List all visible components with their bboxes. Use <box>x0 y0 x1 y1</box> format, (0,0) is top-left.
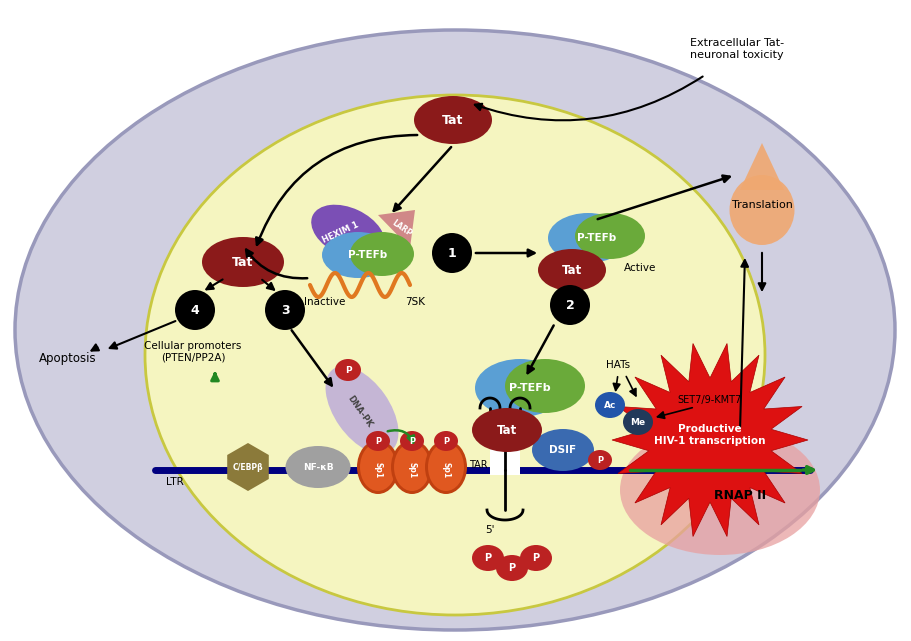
Ellipse shape <box>350 232 414 276</box>
Ellipse shape <box>428 443 464 491</box>
Text: P: P <box>375 437 381 445</box>
Text: Translation: Translation <box>732 200 793 210</box>
Circle shape <box>432 233 472 273</box>
Text: P: P <box>532 553 539 563</box>
Text: LARP: LARP <box>390 218 414 238</box>
Ellipse shape <box>623 409 653 435</box>
Ellipse shape <box>538 249 606 291</box>
Ellipse shape <box>322 232 394 278</box>
Ellipse shape <box>496 555 528 581</box>
Ellipse shape <box>425 440 467 494</box>
Ellipse shape <box>505 359 585 413</box>
Ellipse shape <box>335 359 361 381</box>
Text: SET7/9-KMT7: SET7/9-KMT7 <box>678 395 742 405</box>
Text: C/EBPβ: C/EBPβ <box>232 463 263 472</box>
Text: TAR: TAR <box>468 460 487 470</box>
Ellipse shape <box>532 429 594 471</box>
Text: Active: Active <box>624 263 656 273</box>
Ellipse shape <box>730 175 794 245</box>
FancyBboxPatch shape <box>490 390 520 475</box>
Text: 3: 3 <box>281 303 290 317</box>
Ellipse shape <box>548 213 628 263</box>
Text: Inactive: Inactive <box>304 297 345 307</box>
Text: DNA-PK: DNA-PK <box>346 394 374 429</box>
Text: 5': 5' <box>486 525 495 535</box>
Ellipse shape <box>285 446 351 488</box>
Text: Productive
HIV-1 transcription: Productive HIV-1 transcription <box>654 424 766 445</box>
Ellipse shape <box>145 95 765 615</box>
Text: RNAP II: RNAP II <box>714 488 766 501</box>
Ellipse shape <box>325 366 398 454</box>
Text: P-TEFb: P-TEFb <box>509 383 551 393</box>
Text: P: P <box>443 437 449 445</box>
Polygon shape <box>378 210 415 248</box>
Ellipse shape <box>595 392 625 418</box>
Text: 7SK: 7SK <box>405 297 425 307</box>
Ellipse shape <box>414 96 492 144</box>
Text: P-TEFb: P-TEFb <box>348 250 387 260</box>
Text: Cellular promoters
(PTEN/PP2A): Cellular promoters (PTEN/PP2A) <box>144 341 241 363</box>
Text: P: P <box>344 365 352 374</box>
Circle shape <box>265 290 305 330</box>
Ellipse shape <box>400 431 424 451</box>
Text: P: P <box>409 437 415 445</box>
Ellipse shape <box>472 545 504 571</box>
Ellipse shape <box>394 443 430 491</box>
Text: Apoptosis: Apoptosis <box>39 351 97 365</box>
Text: Tat: Tat <box>443 113 464 126</box>
Text: HATs: HATs <box>606 360 630 370</box>
Ellipse shape <box>575 213 645 259</box>
Text: LTR: LTR <box>166 477 184 487</box>
Text: 4: 4 <box>190 303 200 317</box>
Text: HEXIM 1: HEXIM 1 <box>322 220 361 244</box>
Ellipse shape <box>588 450 612 470</box>
Text: Sp1: Sp1 <box>374 462 383 478</box>
Ellipse shape <box>15 30 895 630</box>
Ellipse shape <box>360 443 396 491</box>
Ellipse shape <box>620 425 820 555</box>
Text: Extracellular Tat-
neuronal toxicity: Extracellular Tat- neuronal toxicity <box>690 38 784 60</box>
Ellipse shape <box>520 545 552 571</box>
Ellipse shape <box>472 408 542 452</box>
Ellipse shape <box>357 440 399 494</box>
Ellipse shape <box>202 237 284 287</box>
Ellipse shape <box>312 204 384 260</box>
Ellipse shape <box>366 431 390 451</box>
Ellipse shape <box>391 440 433 494</box>
Text: Sp1: Sp1 <box>407 462 416 478</box>
Text: Tat: Tat <box>496 424 517 437</box>
Text: 2: 2 <box>566 299 574 312</box>
Text: P-TEFb: P-TEFb <box>578 233 617 243</box>
Text: 1: 1 <box>447 247 456 260</box>
Text: Ac: Ac <box>604 401 616 410</box>
Polygon shape <box>740 143 784 190</box>
Polygon shape <box>612 344 808 537</box>
Text: NF-κB: NF-κB <box>302 463 333 472</box>
Text: P: P <box>508 563 516 573</box>
Circle shape <box>550 285 590 325</box>
Text: Tat: Tat <box>232 256 253 269</box>
Text: Me: Me <box>630 417 646 426</box>
Ellipse shape <box>434 431 458 451</box>
Text: Sp1: Sp1 <box>442 462 451 478</box>
Text: P: P <box>485 553 492 563</box>
Text: P: P <box>597 456 603 465</box>
Text: Tat: Tat <box>562 263 582 276</box>
Text: DSIF: DSIF <box>549 445 577 455</box>
Circle shape <box>175 290 215 330</box>
Ellipse shape <box>475 359 565 417</box>
